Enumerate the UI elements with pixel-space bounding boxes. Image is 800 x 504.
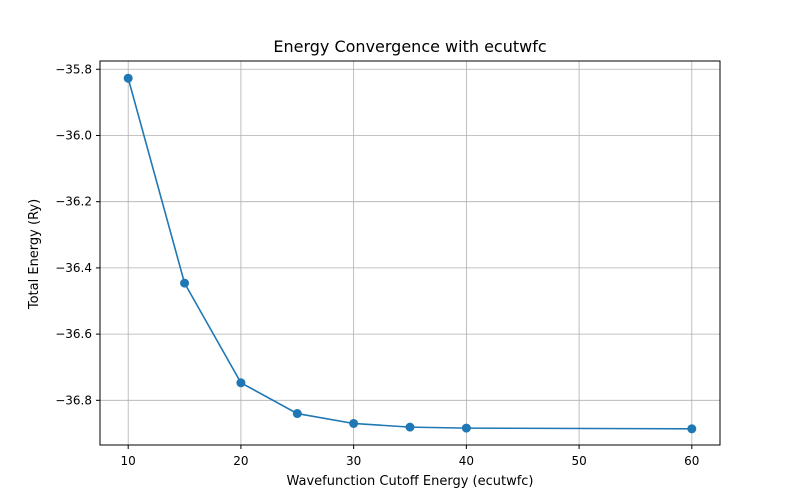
data-point <box>292 409 302 419</box>
chart-title: Energy Convergence with ecutwfc <box>273 37 546 56</box>
y-axis-ticks: −35.8 −36.0 −36.2 −36.4 −36.6 −36.8 <box>55 62 100 407</box>
x-tick-label: 40 <box>459 454 474 468</box>
data-point <box>180 278 190 288</box>
y-tick-label: −35.8 <box>55 62 92 76</box>
data-point <box>236 378 246 388</box>
axes-frame <box>99 60 721 446</box>
data-point <box>123 73 133 83</box>
x-axis-label: Wavefunction Cutoff Energy (ecutwfc) <box>287 474 534 489</box>
x-tick-label: 60 <box>684 454 699 468</box>
data-point <box>687 424 697 434</box>
data-point <box>405 422 415 432</box>
y-tick-label: −36.8 <box>55 393 92 407</box>
data-point <box>461 423 471 433</box>
x-tick-label: 20 <box>233 454 248 468</box>
x-tick-label: 10 <box>121 454 136 468</box>
y-tick-label: −36.6 <box>55 327 92 341</box>
grid-lines <box>100 61 720 445</box>
data-point <box>349 418 359 428</box>
y-axis-label: Total Energy (Ry) <box>27 199 42 310</box>
y-tick-label: −36.4 <box>55 261 92 275</box>
series-line <box>127 77 692 430</box>
x-tick-label: 30 <box>346 454 361 468</box>
x-tick-label: 50 <box>571 454 586 468</box>
y-tick-label: −36.2 <box>55 195 92 209</box>
y-tick-label: −36.0 <box>55 128 92 142</box>
x-axis-ticks: 10 20 30 40 50 60 <box>121 445 699 468</box>
data-series <box>123 73 697 434</box>
